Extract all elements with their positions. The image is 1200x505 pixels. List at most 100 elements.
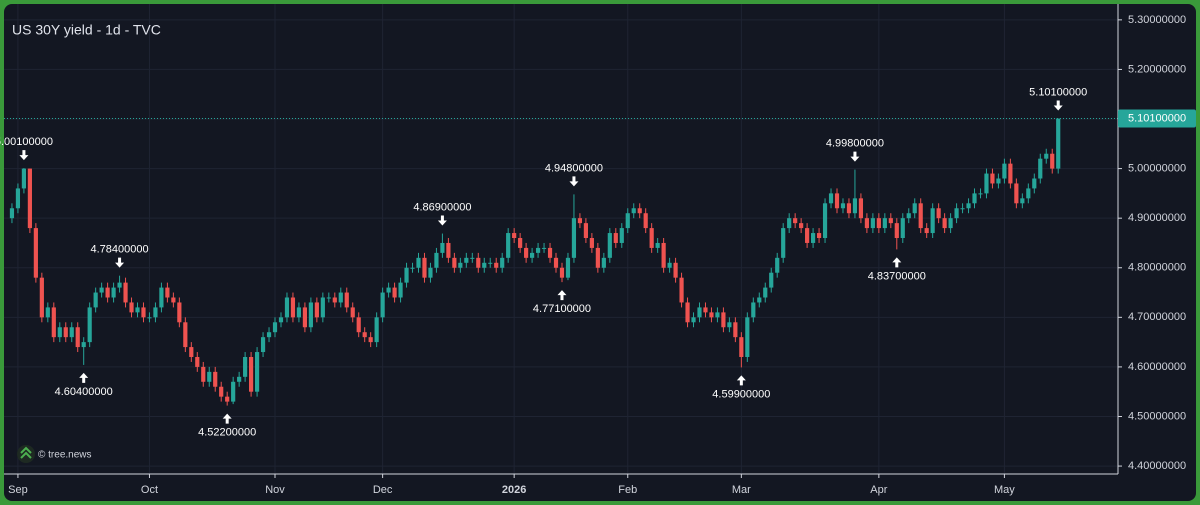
candle-body — [446, 242, 451, 258]
candle-body — [225, 396, 230, 402]
candle-body — [960, 208, 965, 210]
x-tick-label: 2026 — [502, 484, 526, 496]
annotation-label: 4.59900000 — [712, 388, 770, 400]
candle-body — [500, 257, 505, 268]
candle-body — [105, 287, 110, 298]
candle-body — [1056, 118, 1061, 169]
candle-body — [547, 247, 553, 258]
candle-body — [936, 208, 941, 219]
candle-body — [428, 267, 433, 278]
candle-body — [900, 218, 905, 239]
annotation: 5.10100000 — [1029, 86, 1087, 111]
candle-body — [709, 312, 714, 318]
candle-body — [679, 277, 684, 303]
candle-body — [320, 297, 325, 318]
y-tick-label: 4.80000000 — [1128, 262, 1186, 274]
candle-body — [476, 257, 481, 268]
candle-body — [1044, 153, 1049, 159]
candle-body — [75, 327, 80, 348]
annotation-arrow — [892, 257, 902, 268]
annotation-arrow — [736, 375, 746, 386]
y-tick-label: 4.40000000 — [1128, 460, 1186, 472]
candle-body — [530, 252, 535, 258]
x-tick-label: Dec — [373, 484, 393, 496]
candle-body — [243, 356, 248, 377]
candle-body — [942, 218, 947, 229]
candle-body — [494, 262, 499, 268]
candle-body — [93, 292, 98, 308]
x-tick-label: Mar — [732, 484, 751, 496]
candle-body — [948, 218, 953, 229]
watermark-text: © tree.news — [38, 450, 92, 461]
candle-body — [775, 257, 780, 273]
candle-body — [278, 317, 284, 323]
annotation-label: 4.99800000 — [826, 137, 884, 149]
candle-body — [33, 228, 38, 278]
candle-body — [1014, 183, 1019, 204]
candle-body — [595, 247, 600, 268]
candle-body — [506, 233, 511, 258]
candle-body — [643, 213, 648, 229]
x-tick-label: Nov — [265, 484, 285, 496]
candle-body — [1032, 178, 1037, 189]
annotation-label: 5.10100000 — [1029, 86, 1087, 98]
candle-body — [912, 203, 917, 214]
candle-body — [458, 262, 463, 268]
annotation: 4.60400000 — [55, 372, 113, 398]
candle-body — [9, 208, 15, 219]
y-tick-label: 4.70000000 — [1128, 311, 1186, 323]
candle-body — [625, 213, 630, 229]
candle-body — [410, 267, 415, 269]
candle-body — [231, 381, 236, 402]
candle-body — [69, 327, 74, 338]
candle-body — [846, 203, 852, 214]
candle-body — [673, 262, 678, 278]
annotation-arrow — [569, 176, 579, 187]
candle-body — [51, 307, 56, 338]
candle-body — [159, 287, 164, 308]
candle-body — [440, 242, 445, 253]
candle-body — [757, 297, 762, 303]
candle-body — [356, 317, 361, 333]
candle-body — [434, 252, 439, 268]
candle-body — [799, 223, 804, 229]
candle-body — [697, 307, 702, 318]
candle-body — [153, 307, 158, 318]
candle-body — [793, 218, 798, 224]
candle-body — [344, 292, 349, 308]
candle-body — [183, 322, 188, 348]
annotation: 4.77100000 — [533, 290, 591, 315]
candle-body — [386, 287, 391, 293]
candle-body — [535, 247, 541, 253]
candle-body — [978, 193, 983, 195]
candle-body — [470, 257, 475, 259]
chart-background — [4, 4, 1196, 501]
candle-body — [314, 302, 319, 318]
candle-body — [930, 208, 935, 234]
candle-body — [27, 168, 32, 229]
candle-body — [810, 233, 816, 243]
annotation-arrow — [79, 372, 89, 383]
candle-body — [888, 218, 893, 224]
candle-body — [195, 356, 200, 367]
candle-body — [858, 198, 864, 219]
y-tick-label: 4.50000000 — [1128, 410, 1186, 422]
candle-body — [906, 213, 911, 219]
candle-body — [966, 203, 971, 209]
candle-body — [482, 262, 487, 268]
candle-body — [541, 247, 547, 249]
candle-body — [894, 223, 899, 239]
candle-body — [111, 287, 116, 298]
candle-body — [57, 327, 62, 338]
candle-body — [667, 262, 672, 268]
candle-body — [87, 307, 92, 343]
chart-title: US 30Y yield - 1d - TVC — [12, 22, 161, 38]
candle-body — [350, 307, 355, 318]
candle-body — [870, 218, 875, 229]
x-tick-label: May — [994, 484, 1015, 496]
candle-body — [272, 322, 278, 333]
candle-body — [984, 173, 989, 194]
candle-body — [332, 297, 337, 303]
candle-body — [123, 282, 128, 303]
